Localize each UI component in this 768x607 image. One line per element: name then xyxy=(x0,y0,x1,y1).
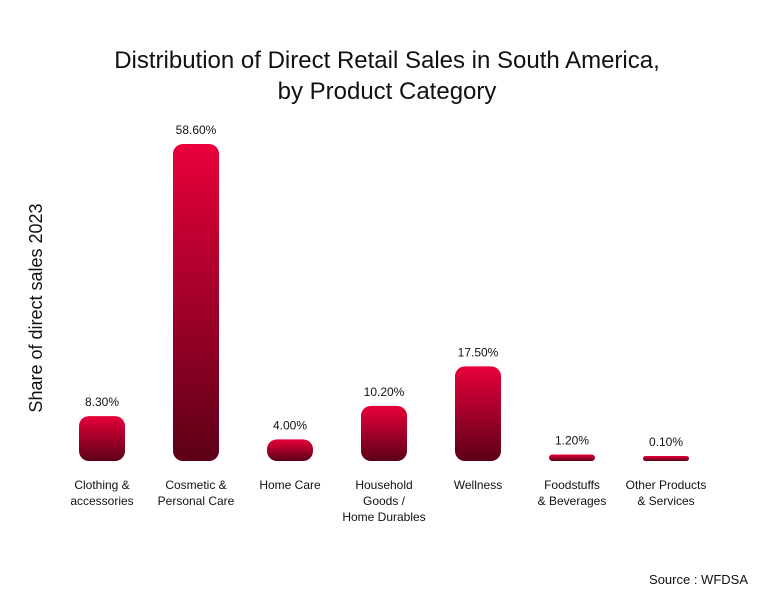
category-label-line: Wellness xyxy=(454,478,502,492)
y-axis-label: Share of direct sales 2023 xyxy=(26,203,46,412)
category-label-line: Cosmetic & xyxy=(165,478,226,492)
category-label: Other Products & Services xyxy=(626,478,707,508)
bar xyxy=(643,456,689,461)
category-label-line: Home Durables xyxy=(342,510,425,524)
bar-value-label: 8.30% xyxy=(85,395,119,409)
category-label: Cosmetic & Personal Care xyxy=(158,478,235,508)
bar-value-label: 0.10% xyxy=(649,435,683,449)
category-label: Clothing & accessories xyxy=(70,478,133,508)
category-label-line: Household xyxy=(355,478,412,492)
category-label-line: & Beverages xyxy=(538,494,607,508)
category-label-line: Clothing & xyxy=(74,478,129,492)
bar xyxy=(549,454,595,461)
chart-title-line-2: by Product Category xyxy=(278,78,497,105)
category-label: Household Goods / Home Durables xyxy=(342,478,425,524)
bar xyxy=(455,366,501,461)
bar xyxy=(79,416,125,461)
category-label-line: Home Care xyxy=(259,478,321,492)
category-label-line: accessories xyxy=(70,494,133,508)
category-label-line: Goods / xyxy=(363,494,406,508)
bar xyxy=(361,405,407,461)
source-note: Source : WFDSA xyxy=(649,572,748,587)
category-label-line: Personal Care xyxy=(158,494,235,508)
chart-title-line-1: Distribution of Direct Retail Sales in S… xyxy=(114,47,660,74)
bar xyxy=(267,439,313,461)
bar-value-label: 58.60% xyxy=(176,123,217,137)
category-label: Wellness xyxy=(454,478,502,492)
category-labels-layer: Clothing & accessories Cosmetic & Personal … xyxy=(70,478,706,524)
category-label: Home Care xyxy=(259,478,321,492)
bar xyxy=(173,144,219,461)
category-label-line: Other Products xyxy=(626,478,707,492)
bars-layer xyxy=(79,144,689,461)
bar-value-label: 10.20% xyxy=(364,385,405,399)
category-label: Foodstuffs & Beverages xyxy=(538,478,607,508)
bar-value-label: 1.20% xyxy=(555,434,589,448)
bar-value-label: 4.00% xyxy=(273,418,307,432)
value-labels-layer: 8.30% 58.60% 4.00% 10.20% 17.50% 1.20% 0.10% xyxy=(85,123,683,449)
category-label-line: & Services xyxy=(637,494,694,508)
category-label-line: Foodstuffs xyxy=(544,478,600,492)
bar-value-label: 17.50% xyxy=(458,345,499,359)
